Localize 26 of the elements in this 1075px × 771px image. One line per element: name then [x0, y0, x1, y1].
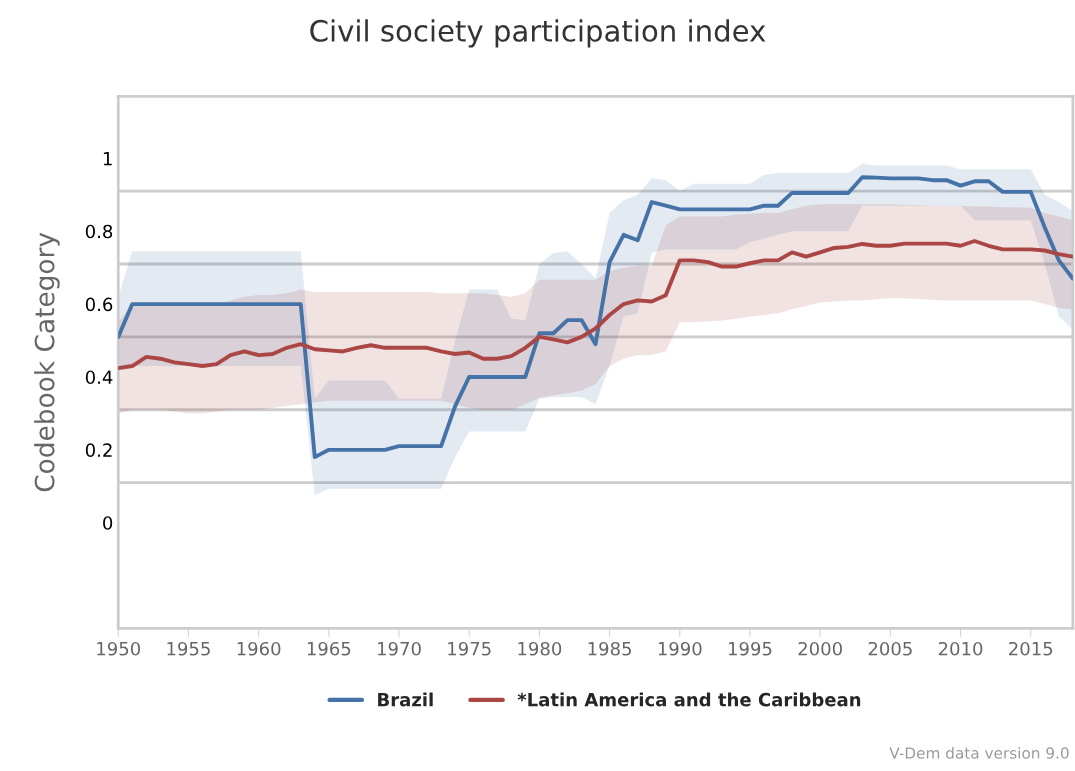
- line-series: [118, 239, 1073, 371]
- x-tick-label: 1975: [448, 641, 491, 656]
- x-tick-label: 1960: [237, 641, 281, 656]
- x-tick-label: 2000: [798, 641, 842, 656]
- x-tick-label: 1955: [167, 641, 210, 656]
- x-tick-label: 1995: [728, 641, 772, 656]
- y-tick-label: 0.8: [85, 224, 113, 239]
- legend-label: Brazil: [378, 692, 433, 707]
- x-tick-label: 1950: [97, 641, 141, 656]
- x-tick-label: 2010: [938, 641, 983, 656]
- y-tick-label: 0: [103, 516, 113, 530]
- x-tick-label: 1980: [518, 641, 562, 656]
- y-tick-label: 0.4: [85, 370, 113, 385]
- chart-title: Civil society participation index: [310, 19, 766, 48]
- x-tick-label: 1970: [378, 641, 421, 656]
- x-tick-label: 2005: [868, 641, 912, 656]
- y-axis-title: Codebook Category: [34, 232, 60, 492]
- y-tick-label: 0.2: [85, 443, 112, 457]
- y-tick-label: 1: [103, 152, 112, 166]
- x-tick-label: 1990: [658, 641, 702, 656]
- y-tick-label: 0.6: [85, 297, 113, 312]
- text: V-Dem data version 9.0: [889, 746, 1069, 759]
- x-tick-label: 2015: [1009, 641, 1053, 656]
- x-tick-label: 1985: [588, 641, 631, 656]
- legend-label: *Latin America and the Caribbean: [517, 692, 861, 707]
- x-tick-label: 1965: [307, 641, 351, 656]
